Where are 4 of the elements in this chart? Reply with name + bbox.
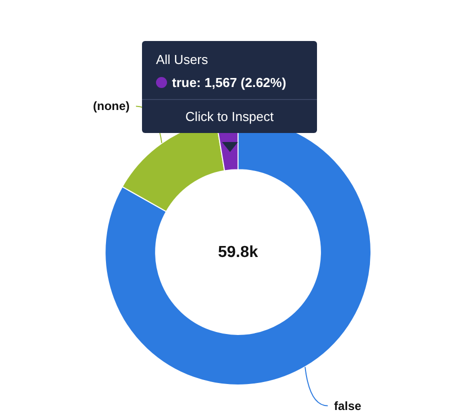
slice-label: (none)	[93, 99, 130, 113]
text: 59.8k	[218, 244, 258, 261]
tooltip: All Users true: 1,567 (2.62%) Click to Inspect	[142, 41, 317, 133]
slice-label: false	[334, 399, 362, 413]
